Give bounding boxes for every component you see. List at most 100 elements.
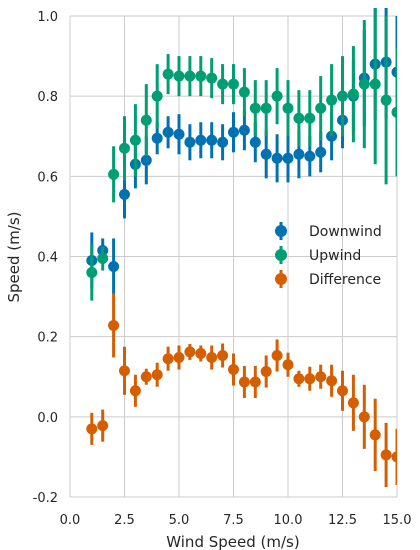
upwind-point [119,142,130,154]
y-tick-label: 0.6 [37,170,58,185]
plot-series [86,8,397,487]
legend-upwind-label: Upwind [309,248,361,264]
upwind-point [260,102,272,114]
difference-point [249,376,261,388]
x-tick-labels: 0.0 2.5 5.0 7.5 10.0 12.5 15.0 [60,513,412,528]
upwind-point [391,106,397,118]
downwind-point [271,152,283,164]
downwind-point [151,132,163,144]
legend-item-difference: Difference [275,270,381,288]
difference-point [271,350,283,362]
downwind-point [260,148,272,160]
y-tick-label: -0.2 [33,491,58,506]
upwind-point [249,102,261,114]
legend-downwind-label: Downwind [309,224,382,240]
x-tick-label: 15.0 [383,513,412,528]
legend-item-upwind: Upwind [275,246,361,264]
upwind-point [228,78,239,90]
downwind-point [162,126,174,138]
difference-point [238,376,250,388]
difference-point [151,369,163,381]
downwind-point [228,126,239,138]
upwind-point [184,70,196,82]
series-upwind [86,8,397,301]
y-tick-labels: -0.2 0.0 0.2 0.4 0.6 0.8 1.0 [33,10,58,506]
x-tick-label: 5.0 [169,513,190,528]
upwind-point [326,94,338,106]
upwind-point [293,112,305,124]
y-tick-label: 0.8 [37,90,58,105]
upwind-point [369,78,381,90]
y-tick-label: 0.2 [37,331,58,346]
difference-point [86,423,98,435]
difference-point [391,451,397,463]
upwind-point [151,90,163,102]
upwind-point [173,70,185,82]
difference-point [304,373,316,385]
x-tick-label: 12.5 [328,513,357,528]
difference-point [119,365,130,377]
upwind-point [380,94,392,106]
upwind-point [162,68,174,80]
downwind-point [108,261,120,273]
x-tick-label: 2.5 [114,513,135,528]
x-axis-label: Wind Speed (m/s) [166,533,299,550]
difference-point [260,366,272,378]
y-axis-label: Speed (m/s) [5,212,23,303]
difference-point [358,411,370,423]
upwind-point [129,134,141,146]
difference-point [347,397,359,409]
difference-point [195,348,207,360]
difference-point [282,359,294,371]
upwind-point [358,78,370,90]
legend-upwind-marker [275,249,287,261]
legend-difference-marker [275,273,287,285]
downwind-point [184,136,196,148]
upwind-point [347,88,359,100]
downwind-point [315,146,327,158]
downwind-point [238,124,250,136]
downwind-point [249,136,261,148]
difference-point [108,319,120,331]
legend: Downwind Upwind Difference [275,222,382,288]
upwind-point [195,70,207,82]
upwind-point [140,114,152,126]
difference-point [293,373,305,385]
upwind-point [315,102,327,114]
upwind-point [97,253,109,265]
legend-downwind-marker [275,225,287,237]
difference-point [369,429,381,441]
difference-point [129,385,141,397]
upwind-point [108,168,120,180]
difference-point [162,353,174,365]
difference-point [337,385,348,397]
upwind-point [282,102,294,114]
downwind-point [173,128,185,140]
difference-point [315,371,327,383]
difference-point [206,352,218,364]
x-tick-label: 10.0 [274,513,303,528]
x-tick-label: 7.5 [223,513,244,528]
y-tick-label: 0.0 [37,411,58,426]
y-tick-label: 0.4 [37,251,58,266]
upwind-point [86,267,98,279]
downwind-point [217,136,229,148]
upwind-point [206,72,218,84]
downwind-point [304,150,316,162]
downwind-point [195,134,207,146]
downwind-point [206,134,218,146]
downwind-point [282,152,294,164]
difference-point [217,350,229,362]
upwind-point [337,90,348,102]
difference-point [184,346,196,358]
downwind-point [119,188,130,200]
downwind-point [140,154,152,166]
series-difference [86,293,397,487]
difference-point [228,364,239,376]
upwind-point [271,90,283,102]
upwind-point [217,78,229,90]
legend-item-downwind: Downwind [275,222,382,240]
difference-point [173,352,185,364]
x-tick-label: 0.0 [60,513,81,528]
